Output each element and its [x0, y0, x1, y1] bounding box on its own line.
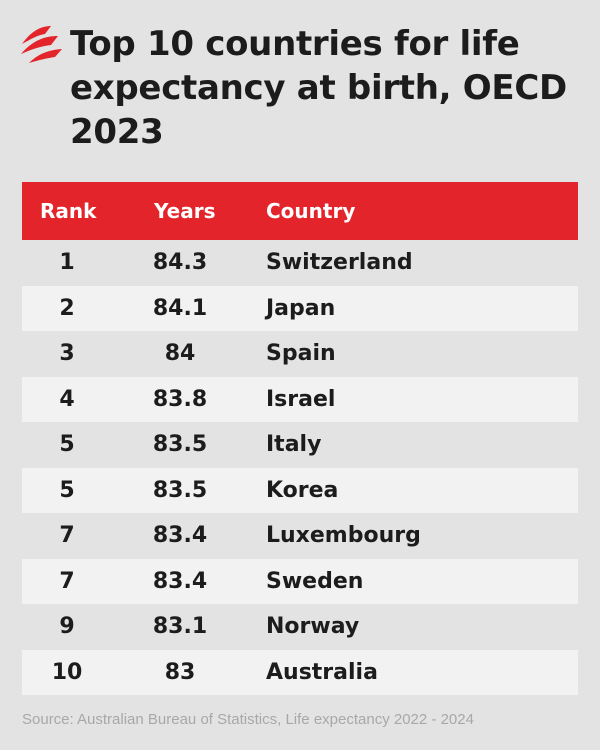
country-cell: Australia [266, 659, 378, 685]
header-years: Years [154, 199, 216, 223]
country-cell: Sweden [266, 568, 364, 594]
table-row: 9 83.1 Norway [22, 604, 578, 650]
source-note: Source: Australian Bureau of Statistics,… [22, 711, 474, 728]
rank-cell: 1 [59, 250, 75, 276]
country-cell: Japan [266, 295, 336, 321]
years-cell: 83.5 [152, 477, 208, 503]
table-header: Rank Years Country [22, 182, 578, 240]
country-cell: Luxembourg [266, 523, 421, 549]
years-cell: 83.4 [152, 568, 208, 594]
country-cell: Israel [266, 386, 336, 412]
table-row: 7 83.4 Luxembourg [22, 513, 578, 559]
country-cell: Norway [266, 614, 360, 640]
country-cell: Spain [266, 341, 336, 367]
years-cell: 84.1 [152, 295, 208, 321]
rank-cell: 7 [59, 523, 75, 549]
table-row: 7 83.4 Sweden [22, 558, 578, 604]
years-cell: 84.3 [152, 250, 208, 276]
country-cell: Italy [266, 432, 322, 458]
sbs-logo-icon [21, 26, 62, 63]
years-cell: 83 [164, 659, 196, 685]
rank-cell: 2 [59, 295, 75, 321]
header-country: Country [266, 199, 356, 223]
country-cell: Korea [266, 477, 339, 503]
rank-cell: 10 [51, 659, 83, 685]
years-cell: 83.8 [152, 386, 208, 412]
header-rank: Rank [40, 199, 97, 223]
table-row: 1 84.3 Switzerland [22, 240, 578, 286]
rank-cell: 5 [59, 477, 75, 503]
table-row: 3 84 Spain [22, 331, 578, 377]
years-cell: 83.1 [152, 614, 208, 640]
life-expectancy-table: Rank Years Country 1 84.3 Switzerland 2 84.1… [22, 182, 578, 695]
table-row: 4 83.8 Israel [22, 376, 578, 422]
rank-cell: 5 [59, 432, 75, 458]
chart-title: Top 10 countries for life expectancy at … [70, 24, 567, 152]
country-cell: Switzerland [266, 250, 413, 276]
years-cell: 83.5 [152, 432, 208, 458]
table-row: 2 84.1 Japan [22, 285, 578, 331]
years-cell: 84 [164, 341, 196, 367]
rank-cell: 3 [59, 341, 75, 367]
rank-cell: 9 [59, 614, 75, 640]
table-row: 5 83.5 Korea [22, 467, 578, 513]
rank-cell: 7 [59, 568, 75, 594]
table-body: 1 84.3 Switzerland 2 84.1 Japan 3 84 Spain 4 83.8 I… [22, 240, 578, 695]
rank-cell: 4 [59, 386, 75, 412]
years-cell: 83.4 [152, 523, 208, 549]
table-row: 5 83.5 Italy [22, 422, 578, 468]
table-row: 10 83 Australia [22, 649, 578, 695]
